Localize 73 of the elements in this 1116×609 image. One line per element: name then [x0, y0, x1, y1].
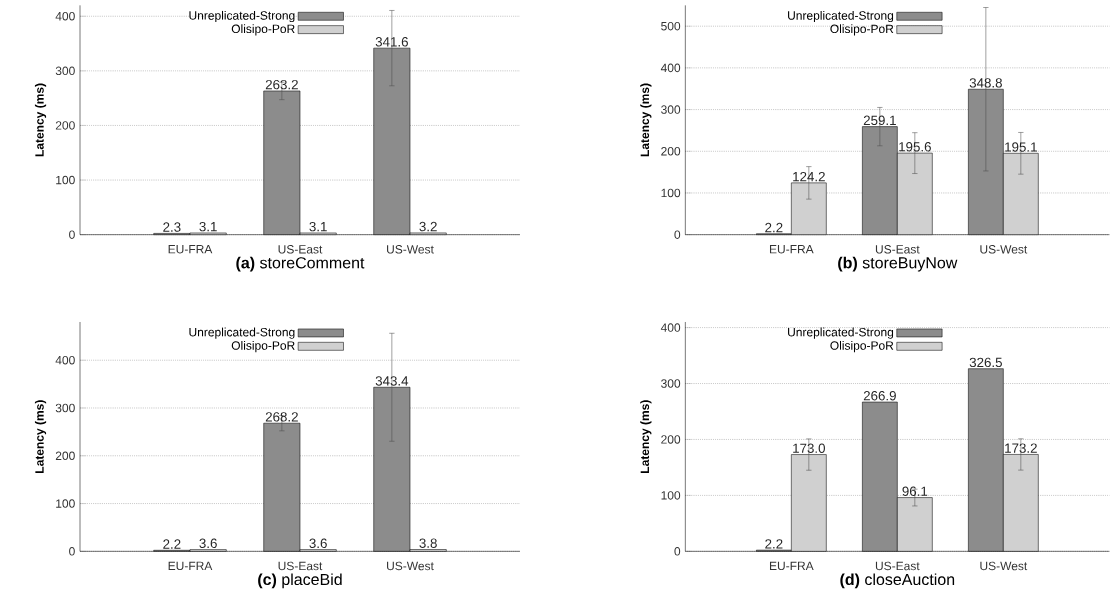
data-label: 195.6 [899, 141, 931, 152]
y-tick-label: 100 [661, 188, 681, 198]
data-label: 3.8 [419, 538, 437, 548]
data-label: 2.2 [163, 539, 181, 549]
y-axis-title: Latency (ms) [640, 400, 652, 473]
data-label: 124.2 [793, 171, 825, 182]
x-tick-label: US-East [278, 561, 323, 571]
data-label: 259.1 [863, 115, 896, 125]
y-axis-title: Latency (ms) [34, 400, 47, 473]
x-tick-label: EU-FRA [168, 244, 213, 254]
x-tick-label: US-East [278, 244, 323, 254]
x-tick-label: EU-FRA [168, 561, 213, 570]
data-label: 3.6 [309, 538, 327, 548]
data-label: 173.0 [793, 443, 825, 453]
y-tick-label: 400 [660, 63, 681, 72]
x-tick-label: US-West [980, 561, 1028, 571]
text: (d) closeAuction [840, 573, 955, 589]
data-label: 2.3 [163, 222, 181, 232]
y-tick-label: 0 [674, 546, 681, 556]
data-label: 3.6 [199, 538, 217, 548]
y-tick-label: 0 [674, 230, 681, 239]
legend-label: Unreplicated-Strong [788, 327, 894, 339]
data-label: 343.4 [375, 376, 409, 386]
x-tick-label: US-West [387, 561, 434, 571]
data-label: 326.5 [969, 357, 1002, 367]
x-tick-label: US-East [875, 244, 920, 254]
data-label: 3.1 [309, 221, 327, 232]
data-label: 173.2 [1005, 443, 1037, 453]
y-tick-label: 300 [55, 403, 75, 413]
legend-label: Olisipo-PoR [231, 340, 295, 352]
data-label: 266.9 [863, 390, 896, 401]
y-tick-label: 100 [56, 499, 75, 508]
data-label: 2.2 [765, 222, 783, 232]
y-tick-label: 300 [661, 105, 681, 114]
y-tick-label: 300 [661, 379, 681, 388]
text: (b) storeBuyNow [838, 256, 958, 272]
data-label: 268.2 [265, 412, 298, 422]
y-tick-label: 200 [661, 435, 681, 444]
x-tick-label: US-West [387, 244, 434, 254]
y-tick-label: 100 [56, 175, 75, 185]
y-tick-label: 400 [55, 355, 75, 365]
data-label: 2.2 [765, 539, 783, 549]
legend-label: Olisipo-PoR [830, 24, 894, 36]
data-label: 96.1 [902, 486, 928, 496]
y-tick-label: 500 [661, 21, 681, 31]
data-label: 3.1 [199, 221, 217, 232]
y-tick-label: 300 [55, 66, 75, 75]
y-tick-label: 0 [69, 546, 75, 556]
data-label: 195.1 [1005, 142, 1037, 152]
y-tick-label: 200 [55, 121, 75, 130]
y-axis-title: Latency (ms) [640, 83, 652, 157]
legend-label: Unreplicated-Strong [189, 10, 295, 22]
y-tick-label: 0 [69, 230, 75, 239]
data-label: 341.6 [375, 36, 408, 47]
legend-label: Olisipo-PoR [830, 340, 894, 352]
x-tick-label: US-East [875, 561, 920, 571]
data-label: 348.8 [969, 78, 1002, 88]
y-tick-label: 200 [661, 146, 681, 156]
data-label: 263.2 [265, 79, 298, 90]
data-label: 3.2 [419, 221, 437, 232]
y-tick-label: 400 [55, 11, 75, 21]
legend-label: Olisipo-PoR [231, 24, 295, 36]
y-tick-label: 100 [661, 490, 681, 500]
text: (a) storeComment [236, 256, 365, 272]
legend-label: Unreplicated-Strong [189, 327, 295, 339]
y-tick-label: 400 [660, 323, 681, 332]
text: (c) placeBid [258, 573, 342, 589]
legend-label: Unreplicated-Strong [788, 10, 894, 22]
x-tick-label: EU-FRA [769, 561, 814, 570]
y-tick-label: 200 [55, 451, 75, 460]
x-tick-label: US-West [980, 244, 1028, 254]
y-axis-title: Latency (ms) [34, 83, 47, 157]
x-tick-label: EU-FRA [769, 244, 814, 254]
